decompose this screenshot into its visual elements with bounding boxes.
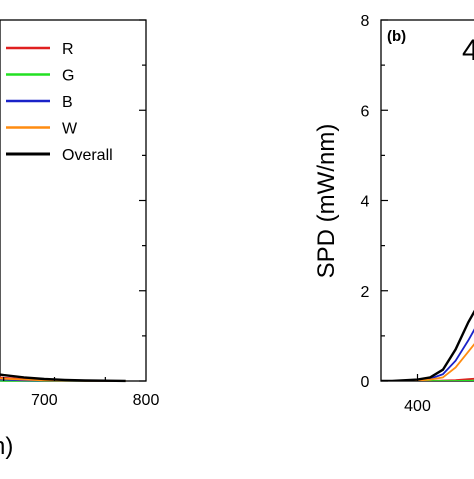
panel-b-series-b <box>381 328 474 381</box>
panel-b-series-overall <box>381 309 474 381</box>
panel-a-x-ticks: 700 800 <box>3 377 160 409</box>
panel-b-y-tick-label: 0 <box>361 374 370 391</box>
panel-b-y-tick-label: 4 <box>361 194 370 211</box>
panel-b-corner-label: 4 <box>462 34 474 67</box>
panel-b-series-g <box>381 379 474 381</box>
panel-b-frame <box>380 19 474 382</box>
legend-label-g: G <box>62 68 74 85</box>
legend-label-b: B <box>62 94 73 111</box>
panel-b-label: (b) <box>387 28 406 45</box>
panel-b-y-tick-label: 2 <box>361 284 370 301</box>
panel-a-series-overall <box>0 373 126 383</box>
panel-a-series <box>0 373 126 383</box>
legend-label-w: W <box>62 121 78 138</box>
panel-b-y-tick-label: 6 <box>361 103 370 120</box>
panel-b-series <box>381 309 474 381</box>
panel-a-x-axis-title: n) <box>0 433 13 460</box>
panel-b-y-ticks: 0 2 4 6 8 <box>361 13 388 391</box>
panel-b: 0 2 4 6 8 400 (b) 4 SPD (mW/nm) <box>313 13 474 415</box>
legend-label-overall: Overall <box>62 147 113 164</box>
panel-a-x-tick-label: 800 <box>133 392 160 409</box>
panel-b-y-axis-title: SPD (mW/nm) <box>313 124 340 279</box>
panel-b-x-ticks: 400 <box>404 374 431 415</box>
panel-b-y-tick-label: 8 <box>361 13 370 30</box>
panel-b-x-tick-label: 400 <box>404 398 431 415</box>
legend-label-r: R <box>62 41 74 58</box>
panel-a-x-tick-label: 700 <box>31 392 58 409</box>
panel-a-y-ticks <box>139 19 146 382</box>
